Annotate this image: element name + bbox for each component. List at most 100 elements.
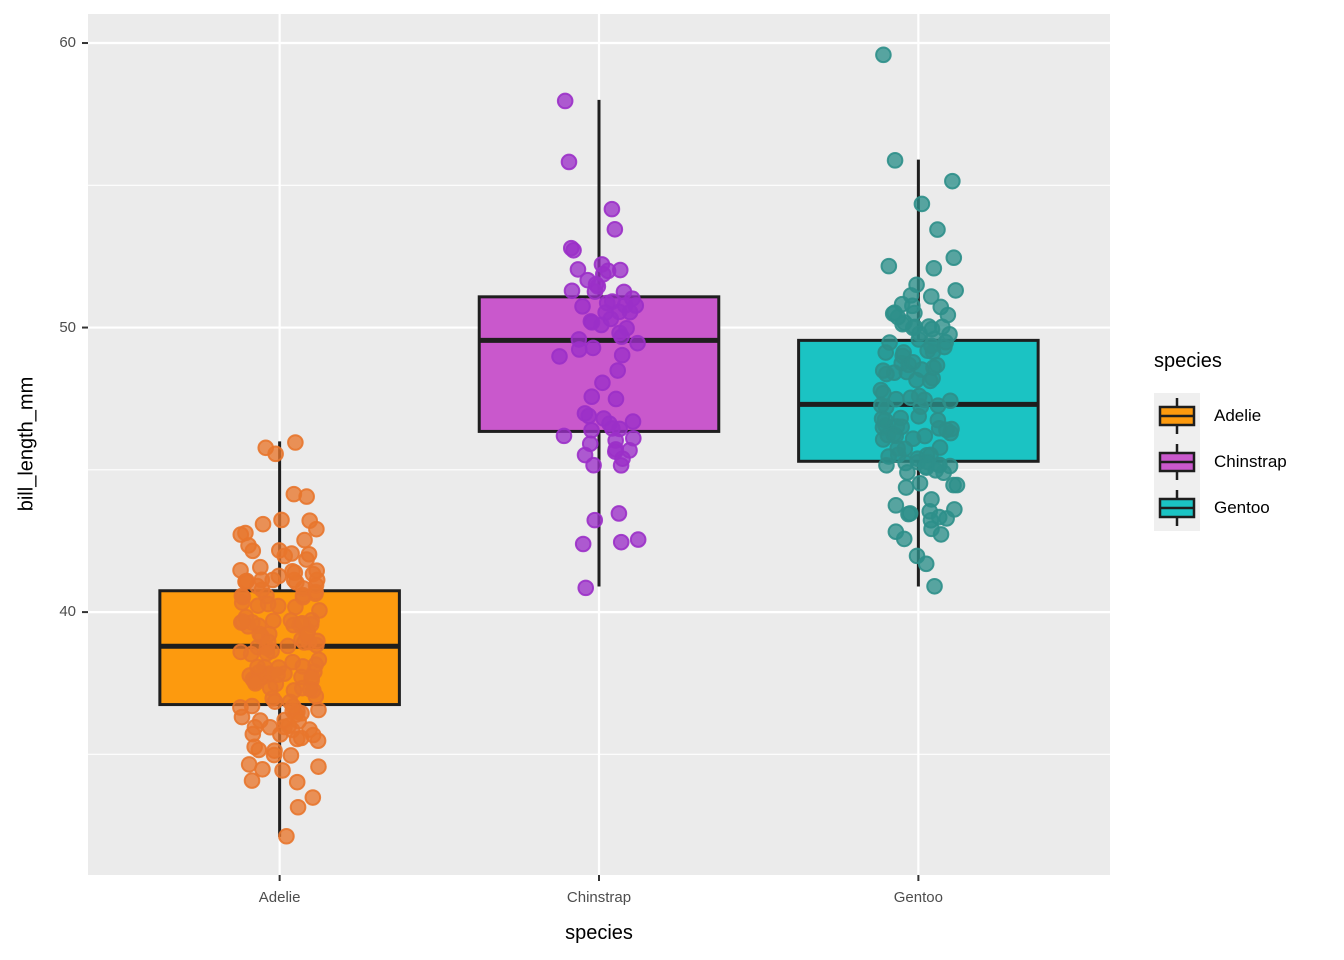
jitter-point-adelie bbox=[267, 445, 284, 463]
jitter-point-gentoo bbox=[930, 456, 948, 474]
jitter-point-chinstrap bbox=[629, 334, 646, 352]
jitter-point-adelie bbox=[281, 693, 299, 711]
jitter-point-chinstrap bbox=[607, 390, 625, 408]
jitter-point-adelie bbox=[298, 551, 315, 568]
jitter-point-chinstrap bbox=[563, 282, 581, 300]
jitter-point-chinstrap bbox=[606, 221, 624, 238]
jitter-point-gentoo bbox=[923, 337, 940, 355]
jitter-point-adelie bbox=[244, 542, 262, 560]
y-tick-label: 60 bbox=[59, 34, 76, 52]
jitter-point-chinstrap bbox=[621, 442, 638, 459]
x-axis-title: species bbox=[565, 922, 633, 944]
jitter-point-chinstrap bbox=[609, 362, 627, 379]
legend-entry-chinstrap: Chinstrap bbox=[1154, 439, 1287, 485]
jitter-point-chinstrap bbox=[611, 324, 628, 342]
jitter-point-gentoo bbox=[929, 221, 946, 238]
jitter-point-adelie bbox=[304, 789, 322, 806]
jitter-point-gentoo bbox=[912, 398, 930, 415]
y-tick-label: 40 bbox=[59, 603, 76, 621]
jitter-point-adelie bbox=[254, 515, 272, 533]
jitter-point-adelie bbox=[269, 597, 287, 615]
jitter-point-adelie bbox=[283, 545, 300, 562]
jitter-point-gentoo bbox=[904, 354, 922, 371]
legend-entry-gentoo: Gentoo bbox=[1154, 485, 1287, 531]
jitter-point-gentoo bbox=[908, 276, 925, 294]
jitter-point-adelie bbox=[276, 711, 293, 729]
jitter-point-adelie bbox=[250, 741, 268, 759]
jitter-point-gentoo bbox=[876, 411, 894, 429]
jitter-point-adelie bbox=[310, 758, 327, 775]
jitter-point-adelie bbox=[253, 571, 271, 589]
jitter-point-chinstrap bbox=[595, 410, 613, 427]
jitter-point-chinstrap bbox=[610, 505, 628, 522]
jitter-point-chinstrap bbox=[611, 420, 628, 438]
jitter-point-adelie bbox=[266, 742, 283, 759]
jitter-point-adelie bbox=[243, 772, 261, 789]
jitter-point-gentoo bbox=[901, 505, 919, 522]
jitter-point-gentoo bbox=[886, 304, 903, 321]
jitter-point-adelie bbox=[303, 668, 320, 686]
jitter-point-adelie bbox=[269, 666, 286, 683]
jitter-point-adelie bbox=[249, 597, 267, 614]
jitter-point-gentoo bbox=[873, 396, 890, 414]
jitter-point-adelie bbox=[254, 760, 271, 778]
jitter-point-adelie bbox=[242, 645, 260, 663]
jitter-point-chinstrap bbox=[629, 531, 647, 548]
jitter-point-gentoo bbox=[886, 152, 904, 169]
jitter-point-chinstrap bbox=[574, 535, 592, 553]
jitter-point-chinstrap bbox=[577, 579, 595, 597]
jitter-point-adelie bbox=[285, 485, 303, 503]
jitter-point-adelie bbox=[282, 747, 300, 764]
jitter-point-adelie bbox=[246, 718, 264, 736]
legend-title: species bbox=[1154, 350, 1222, 372]
jitter-point-adelie bbox=[261, 718, 279, 736]
jitter-point-adelie bbox=[234, 613, 251, 630]
jitter-point-gentoo bbox=[889, 440, 906, 457]
jitter-point-gentoo bbox=[897, 479, 915, 496]
jitter-point-gentoo bbox=[939, 306, 957, 324]
jitter-point-gentoo bbox=[945, 476, 962, 494]
jitter-point-chinstrap bbox=[562, 239, 580, 257]
jitter-point-gentoo bbox=[923, 320, 941, 338]
legend-label: Chinstrap bbox=[1214, 452, 1287, 471]
jitter-point-adelie bbox=[298, 626, 315, 643]
jitter-point-chinstrap bbox=[555, 427, 573, 445]
jitter-point-adelie bbox=[274, 762, 291, 779]
jitter-point-adelie bbox=[261, 679, 279, 697]
jitter-point-adelie bbox=[289, 798, 307, 816]
jitter-point-adelie bbox=[296, 531, 313, 549]
jitter-point-adelie bbox=[292, 729, 310, 747]
jitter-point-adelie bbox=[247, 675, 264, 692]
jitter-point-adelie bbox=[233, 708, 251, 726]
jitter-point-gentoo bbox=[944, 172, 961, 190]
legend-label: Adelie bbox=[1214, 406, 1262, 425]
legend-key-boxplot-icon bbox=[1154, 485, 1200, 531]
jitter-point-gentoo bbox=[930, 508, 948, 526]
jitter-point-gentoo bbox=[932, 526, 950, 543]
jitter-point-gentoo bbox=[878, 457, 895, 474]
jitter-point-gentoo bbox=[885, 426, 903, 443]
jitter-point-gentoo bbox=[875, 46, 892, 64]
jitter-point-chinstrap bbox=[594, 265, 612, 283]
jitter-point-chinstrap bbox=[574, 298, 591, 315]
jitter-point-adelie bbox=[287, 434, 304, 451]
jitter-point-adelie bbox=[278, 827, 295, 845]
jitter-point-gentoo bbox=[895, 530, 913, 548]
jitter-point-chinstrap bbox=[612, 533, 630, 551]
legend: species Adelie Chinstrap Gentoo bbox=[1154, 350, 1287, 531]
jitter-point-adelie bbox=[310, 701, 327, 719]
jitter-point-gentoo bbox=[926, 577, 943, 595]
jitter-point-chinstrap bbox=[569, 261, 587, 278]
jitter-point-gentoo bbox=[880, 257, 898, 275]
jitter-point-adelie bbox=[264, 612, 282, 630]
legend-rows: Adelie Chinstrap Gentoo bbox=[1154, 393, 1287, 531]
jitter-point-chinstrap bbox=[570, 331, 588, 348]
jitter-point-chinstrap bbox=[551, 348, 568, 365]
jitter-point-chinstrap bbox=[598, 294, 616, 312]
jitter-point-gentoo bbox=[917, 555, 935, 573]
y-axis-title: bill_length_mm bbox=[15, 376, 38, 512]
jitter-point-gentoo bbox=[925, 359, 942, 376]
jitter-point-adelie bbox=[249, 658, 266, 676]
